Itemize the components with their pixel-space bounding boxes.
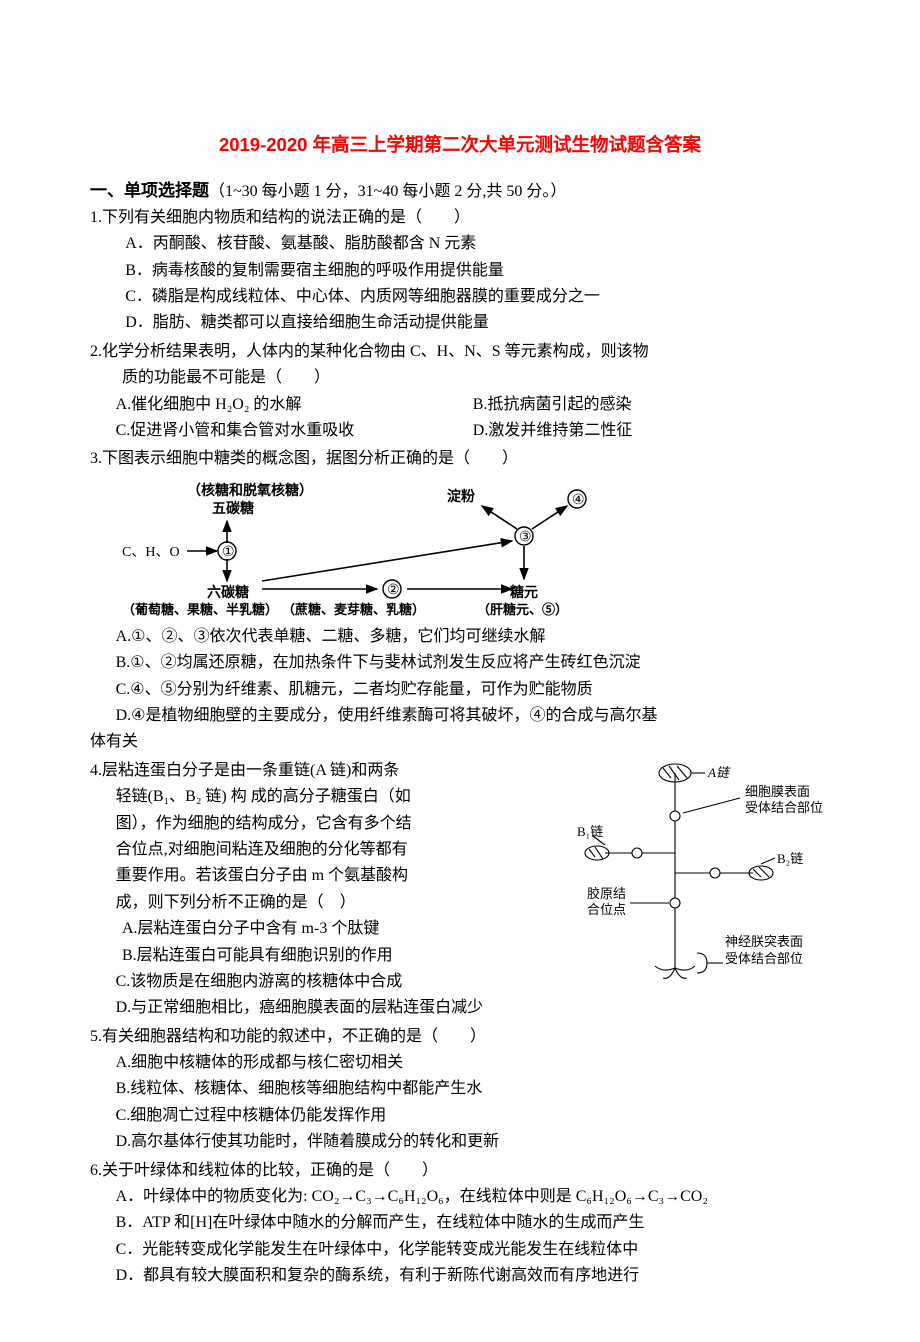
q3-diagram: （核糖和脱氧核糖） 五碳糖 C、H、O ① 六碳糖 （葡萄糖、果糖、半乳糖） ②… [90,473,830,624]
svg-text:（核糖和脱氧核糖）: （核糖和脱氧核糖） [187,482,313,499]
q3-opt-b: B.①、②均属还原糖，在加热条件下与斐林试剂发生反应将产生砖红色沉淀 [90,650,830,676]
svg-text:胶原结: 胶原结 [587,886,626,901]
svg-text:①: ① [222,545,235,560]
section-detail: （1~30 每小题 1 分，31~40 每小题 2 分,共 50 分。） [209,183,566,200]
q5-opt-a: A.细胞中核糖体的形成都与核仁密切相关 [90,1050,830,1076]
section-label: 一、单项选择题 [90,181,209,200]
question-5: 5.有关细胞器结构和功能的叙述中，不正确的是（ ） A.细胞中核糖体的形成都与核… [90,1024,830,1156]
svg-text:（葡萄糖、果糖、半乳糖）: （葡萄糖、果糖、半乳糖） [122,602,278,616]
svg-text:神经朕突表面: 神经朕突表面 [725,934,803,949]
svg-text:细胞膜表面: 细胞膜表面 [745,784,810,799]
page-title: 2019-2020 年高三上学期第二次大单元测试生物试题含答案 [90,130,830,161]
question-1: 1.下列有关细胞内物质和结构的说法正确的是（ ） A．丙酮酸、核苷酸、氨基酸、脂… [90,205,830,337]
q1-opt-b: B．病毒核酸的复制需要宿主细胞的呼吸作用提供能量 [90,258,830,284]
sugar-concept-diagram: （核糖和脱氧核糖） 五碳糖 C、H、O ① 六碳糖 （葡萄糖、果糖、半乳糖） ②… [122,481,642,616]
q4-l4: 合位点,对细胞间粘连及细胞的分化等都有 [90,837,565,863]
svg-text:A链: A链 [707,765,731,780]
q1-opt-d: D．脂肪、糖类都可以直接给细胞生命活动提供能量 [90,310,830,336]
q4-l3: 图），作为细胞的结构成分，它含有多个结 [90,811,565,837]
svg-text:B₁链: B₁链 [577,824,603,839]
q5-opt-d: D.高尔基体行使其功能时，伴随着膜成分的转化和更新 [90,1129,830,1155]
question-3: 3.下图表示细胞中糖类的概念图，据图分析正确的是（ ） [90,446,830,755]
q3-opt-d-2: 体有关 [90,729,830,755]
svg-text:受体结合部位: 受体结合部位 [725,951,803,966]
q3-opt-a: A.①、②、③依次代表单糖、二糖、多糖，它们均可继续水解 [90,624,830,650]
svg-text:合位点: 合位点 [587,902,626,917]
q4-l2: 轻链(B₁、B₂ 链) 构 成的高分子糖蛋白（如 [90,784,565,810]
q4-stem: 4.层粘连蛋白分子是由一条重链(A 链)和两条 [90,758,565,784]
q2-opt-d: D.激发并维持第二性征 [473,418,830,444]
q2-opt-c: C.促进肾小管和集合管对水重吸收 [116,418,473,444]
question-2: 2.化学分析结果表明，人体内的某种化合物由 C、H、N、S 等元素构成，则该物 … [90,339,830,445]
svg-text:五碳糖: 五碳糖 [212,500,254,517]
section-1-heading: 一、单项选择题（1~30 每小题 1 分，31~40 每小题 2 分,共 50 … [90,177,830,205]
q4-opt-c: C.该物质是在细胞内游离的核糖体中合成 [90,969,565,995]
svg-text:六碳糖: 六碳糖 [207,584,249,601]
q3-opt-c: C.④、⑤分别为纤维素、肌糖元，二者均贮存能量，可作为贮能物质 [90,677,830,703]
q3-opt-d-1: D.④是植物细胞壁的主要成分，使用纤维素酶可将其破坏，④的合成与高尔基 [90,703,830,729]
q4-opt-a: A.层粘连蛋白分子中含有 m-3 个肽键 [90,916,565,942]
q4-opt-d: D.与正常细胞相比，癌细胞膜表面的层粘连蛋白减少 [90,995,830,1021]
q6-opt-c: C．光能转变成化学能发生在叶绿体中，化学能转变成光能发生在线粒体中 [90,1237,830,1263]
q4-opt-b: B.层粘连蛋白可能具有细胞识别的作用 [90,943,565,969]
q6-stem: 6.关于叶绿体和线粒体的比较，正确的是（ ） [90,1158,830,1184]
q2-opt-b: B.抵抗病菌引起的感染 [473,392,830,418]
q6-opt-b: B．ATP 和[H]在叶绿体中随水的分解而产生，在线粒体中随水的生成而产生 [90,1210,830,1236]
svg-text:（肝糖元、⑤）: （肝糖元、⑤） [477,602,568,616]
question-6: 6.关于叶绿体和线粒体的比较，正确的是（ ） A．叶绿体中的物质变化为: CO₂… [90,1158,830,1290]
q5-opt-c: C.细胞凋亡过程中核糖体仍能发挥作用 [90,1103,830,1129]
svg-text:淀粉: 淀粉 [447,488,475,505]
q1-stem: 1.下列有关细胞内物质和结构的说法正确的是（ ） [90,205,830,231]
q3-stem: 3.下图表示细胞中糖类的概念图，据图分析正确的是（ ） [90,446,830,472]
q4-l6: 成，则下列分析不正确的是（ ） [90,890,565,916]
q2-stem-2: 质的功能最不可能是（ ） [90,365,830,391]
q6-opt-d: D．都具有较大膜面积和复杂的酶系统，有利于新陈代谢高效而有序地进行 [90,1263,830,1289]
svg-text:（蔗糖、麦芽糖、乳糖）: （蔗糖、麦芽糖、乳糖） [282,602,425,616]
q1-opt-a: A．丙酮酸、核苷酸、氨基酸、脂肪酸都含 N 元素 [90,231,830,257]
q2-opt-a: A.催化细胞中 H₂O₂ 的水解 [116,392,473,418]
svg-text:C、H、O: C、H、O [122,545,180,560]
question-4: 4.层粘连蛋白分子是由一条重链(A 链)和两条 轻链(B₁、B₂ 链) 构 成的… [90,758,830,1022]
q5-stem: 5.有关细胞器结构和功能的叙述中，不正确的是（ ） [90,1024,830,1050]
svg-text:②: ② [387,583,400,598]
q6-opt-a: A．叶绿体中的物质变化为: CO₂→C₃→C₆H₁₂O₆，在线粒体中则是 C₆H… [90,1184,830,1210]
svg-text:④: ④ [572,493,585,508]
svg-text:③: ③ [519,530,532,545]
svg-text:B₂链: B₂链 [777,851,803,866]
q1-opt-c: C．磷脂是构成线粒体、中心体、内质网等细胞器膜的重要成分之一 [90,284,830,310]
q5-opt-b: B.线粒体、核糖体、细胞核等细胞结构中都能产生水 [90,1076,830,1102]
q4-l5: 重要作用。若该蛋白分子由 m 个氨基酸构 [90,863,565,889]
q2-stem-1: 2.化学分析结果表明，人体内的某种化合物由 C、H、N、S 等元素构成，则该物 [90,339,830,365]
laminin-diagram: A链 细胞膜表面 受体结合部位 B₁链 B₂链 胶原结 合位点 神经朕突表面 受… [575,758,830,983]
svg-text:受体结合部位: 受体结合部位 [745,800,823,815]
svg-text:糖元: 糖元 [510,584,538,601]
